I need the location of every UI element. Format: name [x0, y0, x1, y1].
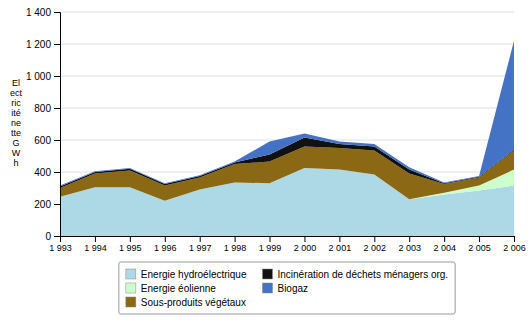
- tick: 800: [34, 103, 60, 114]
- legend-item: Energie hydroélectrique: [126, 269, 247, 280]
- tick: 2 006: [503, 236, 526, 253]
- tick-label: 2 005: [468, 243, 491, 253]
- area: [60, 146, 514, 200]
- tick-mark: [95, 236, 96, 242]
- grid-line: [60, 12, 514, 13]
- tick: 2 002: [364, 236, 387, 253]
- tick-mark: [409, 236, 410, 242]
- tick-label: 1 994: [84, 243, 107, 253]
- y-axis: 0 200 400 600 800 1 000 1 200 1 400: [26, 7, 61, 242]
- grid-line: [60, 44, 514, 45]
- tick-label: 1 999: [259, 243, 282, 253]
- tick: 2 001: [329, 236, 352, 253]
- tick: 200: [34, 199, 60, 210]
- tick-mark: [54, 108, 60, 109]
- legend-label: Sous-produits végétaux: [141, 297, 246, 308]
- tick-mark: [54, 44, 60, 45]
- tick-label: 400: [34, 167, 51, 178]
- legend-swatch: [126, 283, 136, 293]
- tick-label: 1 996: [154, 243, 177, 253]
- tick-label: 800: [34, 103, 51, 114]
- tick: 2 003: [398, 236, 421, 253]
- tick: 1 997: [189, 236, 212, 253]
- tick: 1 995: [119, 236, 142, 253]
- tick-label: 1 997: [189, 243, 212, 253]
- axis-title: ElectriciténetteGWh: [10, 78, 23, 168]
- tick-mark: [200, 236, 201, 242]
- legend-swatch: [262, 283, 272, 293]
- tick-label: 600: [34, 135, 51, 146]
- tick-mark: [479, 236, 480, 242]
- grid-line: [60, 76, 514, 77]
- tick-mark: [130, 236, 131, 242]
- legend-frame: [119, 262, 455, 314]
- tick-mark: [54, 76, 60, 77]
- legend-label: Energie hydroélectrique: [141, 269, 247, 280]
- tick: 2 005: [468, 236, 491, 253]
- tick-mark: [165, 236, 166, 242]
- tick: 1 996: [154, 236, 177, 253]
- chart: 02004006008001 0001 2001 4001 9931 9941 …: [0, 0, 530, 320]
- grid-line: [60, 108, 514, 109]
- x-axis: 1 993 1 994 1 995 1 996 1 997 1 998 1 999 2 000…: [49, 236, 526, 253]
- tick: 1 200: [26, 39, 60, 50]
- tick-label: 1 993: [49, 243, 72, 253]
- plot: 02004006008001 0001 2001 4001 9931 9941 …: [26, 7, 526, 254]
- legend-swatch: [126, 297, 136, 307]
- area: [60, 41, 514, 187]
- tick-label: 2 002: [364, 243, 387, 253]
- tick-label: 1 200: [26, 39, 51, 50]
- tick: 1 000: [26, 71, 60, 82]
- tick-label: 200: [34, 199, 51, 210]
- tick: 600: [34, 135, 60, 146]
- tick: 2 004: [433, 236, 456, 253]
- tick-label: 2 000: [294, 243, 317, 253]
- axis-line: [61, 237, 515, 243]
- tick: 1 994: [84, 236, 107, 253]
- tick-mark: [235, 236, 236, 242]
- tick-mark: [54, 172, 60, 173]
- tick: 400: [34, 167, 60, 178]
- tick-label: 2 003: [398, 243, 421, 253]
- tick-mark: [60, 236, 61, 242]
- legend-swatch: [126, 269, 136, 279]
- legend-label: Incinération de déchets ménagers org.: [277, 269, 448, 280]
- legend-label: Energie éolienne: [141, 283, 216, 294]
- tick: 0: [45, 231, 60, 242]
- legend-swatch: [262, 269, 272, 279]
- legend-item: Incinération de déchets ménagers org.: [262, 269, 448, 280]
- tick-label: 1 000: [26, 71, 51, 82]
- areas: [60, 41, 514, 236]
- legend-item: Energie éolienne: [126, 283, 216, 294]
- tick-label: 1 995: [119, 243, 142, 253]
- tick: 1 400: [26, 7, 60, 18]
- legend-label: Biogaz: [277, 283, 308, 294]
- tick-label: 2 004: [433, 243, 456, 253]
- tick-label: 1 400: [26, 7, 51, 18]
- legend-item: Biogaz: [262, 283, 308, 294]
- tick: 1 998: [224, 236, 247, 253]
- tick-mark: [339, 236, 340, 242]
- tick: 1 993: [49, 236, 72, 253]
- grid: [60, 12, 514, 236]
- tick: 2 000: [294, 236, 317, 253]
- legend-item: Sous-produits végétaux: [126, 297, 246, 308]
- tick-mark: [374, 236, 375, 242]
- tick-label: 2 001: [329, 243, 352, 253]
- tick-mark: [54, 140, 60, 141]
- tick: 1 999: [259, 236, 282, 253]
- tick-mark: [514, 236, 515, 242]
- tick-mark: [304, 236, 305, 242]
- tick-label: 2 006: [503, 243, 526, 253]
- axis-line: [54, 13, 61, 237]
- tick-mark: [444, 236, 445, 242]
- tick-mark: [270, 236, 271, 242]
- tick-mark: [54, 12, 60, 13]
- legend: Energie hydroélectrique Energie éolienne S…: [119, 262, 455, 314]
- tick-label: 1 998: [224, 243, 247, 253]
- tick-mark: [54, 236, 60, 237]
- tick-mark: [54, 204, 60, 205]
- tick-label: 0: [45, 231, 51, 242]
